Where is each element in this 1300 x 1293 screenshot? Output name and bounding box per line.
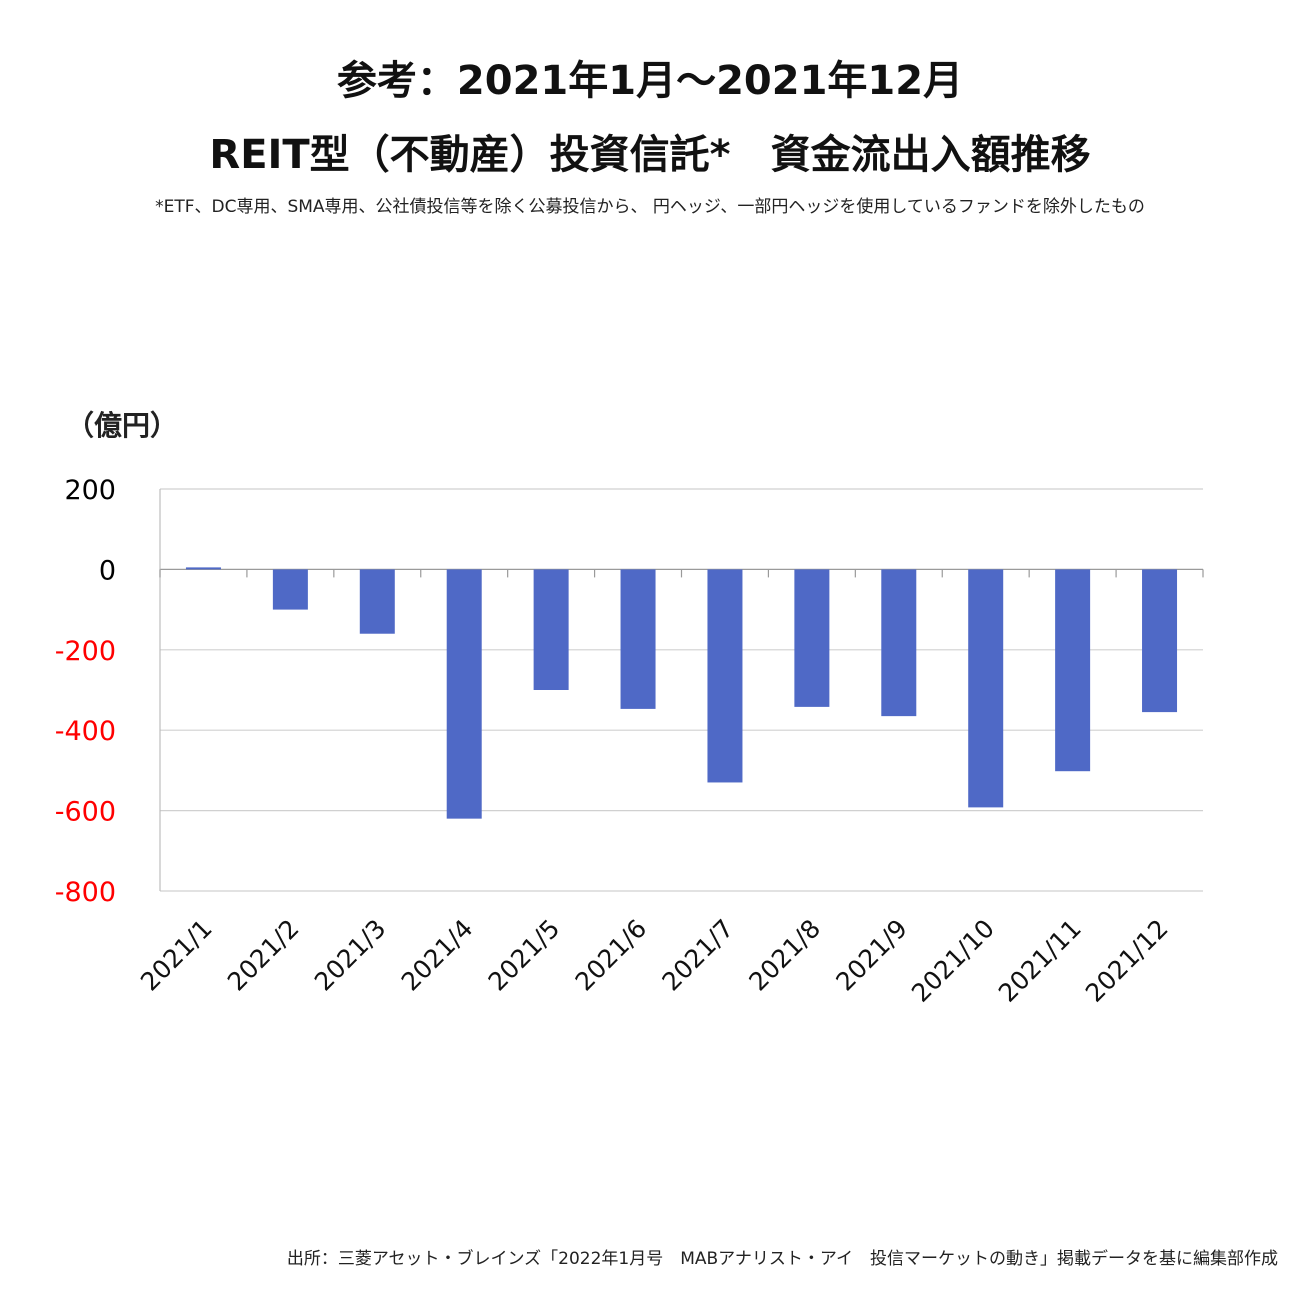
bar (968, 569, 1004, 808)
y-tick-label: 0 (99, 555, 116, 586)
axes (159, 489, 1204, 891)
x-tick-label: 2021/8 (743, 914, 826, 997)
bar (620, 569, 656, 709)
y-tick-labels: 200 0 -200 -400 -600 -800 (55, 475, 116, 908)
x-tick-label: 2021/7 (657, 914, 740, 997)
x-tick-label: 2021/1 (135, 914, 218, 997)
y-tick-label: 200 (64, 475, 116, 506)
y-tick-label: -800 (55, 877, 116, 908)
x-tick-label: 2021/3 (309, 914, 392, 997)
bar (1142, 569, 1178, 713)
bar (881, 569, 917, 717)
x-tick-label: 2021/4 (396, 914, 479, 997)
y-tick-label: -600 (55, 797, 116, 828)
x-tick-label: 2021/12 (1080, 914, 1174, 1008)
y-tick-label: -400 (55, 716, 116, 747)
x-tick-label: 2021/9 (830, 914, 913, 997)
x-tick-label: 2021/10 (906, 914, 1000, 1008)
bar (794, 569, 830, 707)
chart-title-line1: 参考：2021年1月～2021年12月 (336, 58, 964, 104)
source-note: 出所：三菱アセット・ブレインズ「2022年1月号 MABアナリスト・アイ 投信マ… (286, 1249, 1278, 1269)
x-tick-label: 2021/2 (222, 914, 305, 997)
bar (533, 569, 569, 690)
bar (272, 569, 308, 610)
bars (185, 567, 1178, 819)
x-tick-label: 2021/11 (993, 914, 1087, 1008)
bar (185, 567, 221, 570)
footnote: *ETF、DC専用、SMA専用、公社債投信等を除く公募投信から、 円ヘッジ、一部… (155, 197, 1145, 217)
bar (446, 569, 482, 819)
x-tick-labels: 2021/1 2021/2 2021/3 2021/4 2021/5 2021/6 2021… (135, 914, 1174, 1008)
bar (359, 569, 395, 634)
bar (707, 569, 743, 783)
gridlines (160, 488, 1203, 892)
x-tick-label: 2021/6 (570, 914, 653, 997)
x-tick-label: 2021/5 (483, 914, 566, 997)
bar (1055, 569, 1091, 772)
chart-title-line2: REIT型（不動産）投資信託* 資金流出入額推移 (209, 132, 1091, 178)
y-axis-unit-label: （億円） (66, 409, 179, 442)
y-tick-label: -200 (55, 636, 116, 667)
